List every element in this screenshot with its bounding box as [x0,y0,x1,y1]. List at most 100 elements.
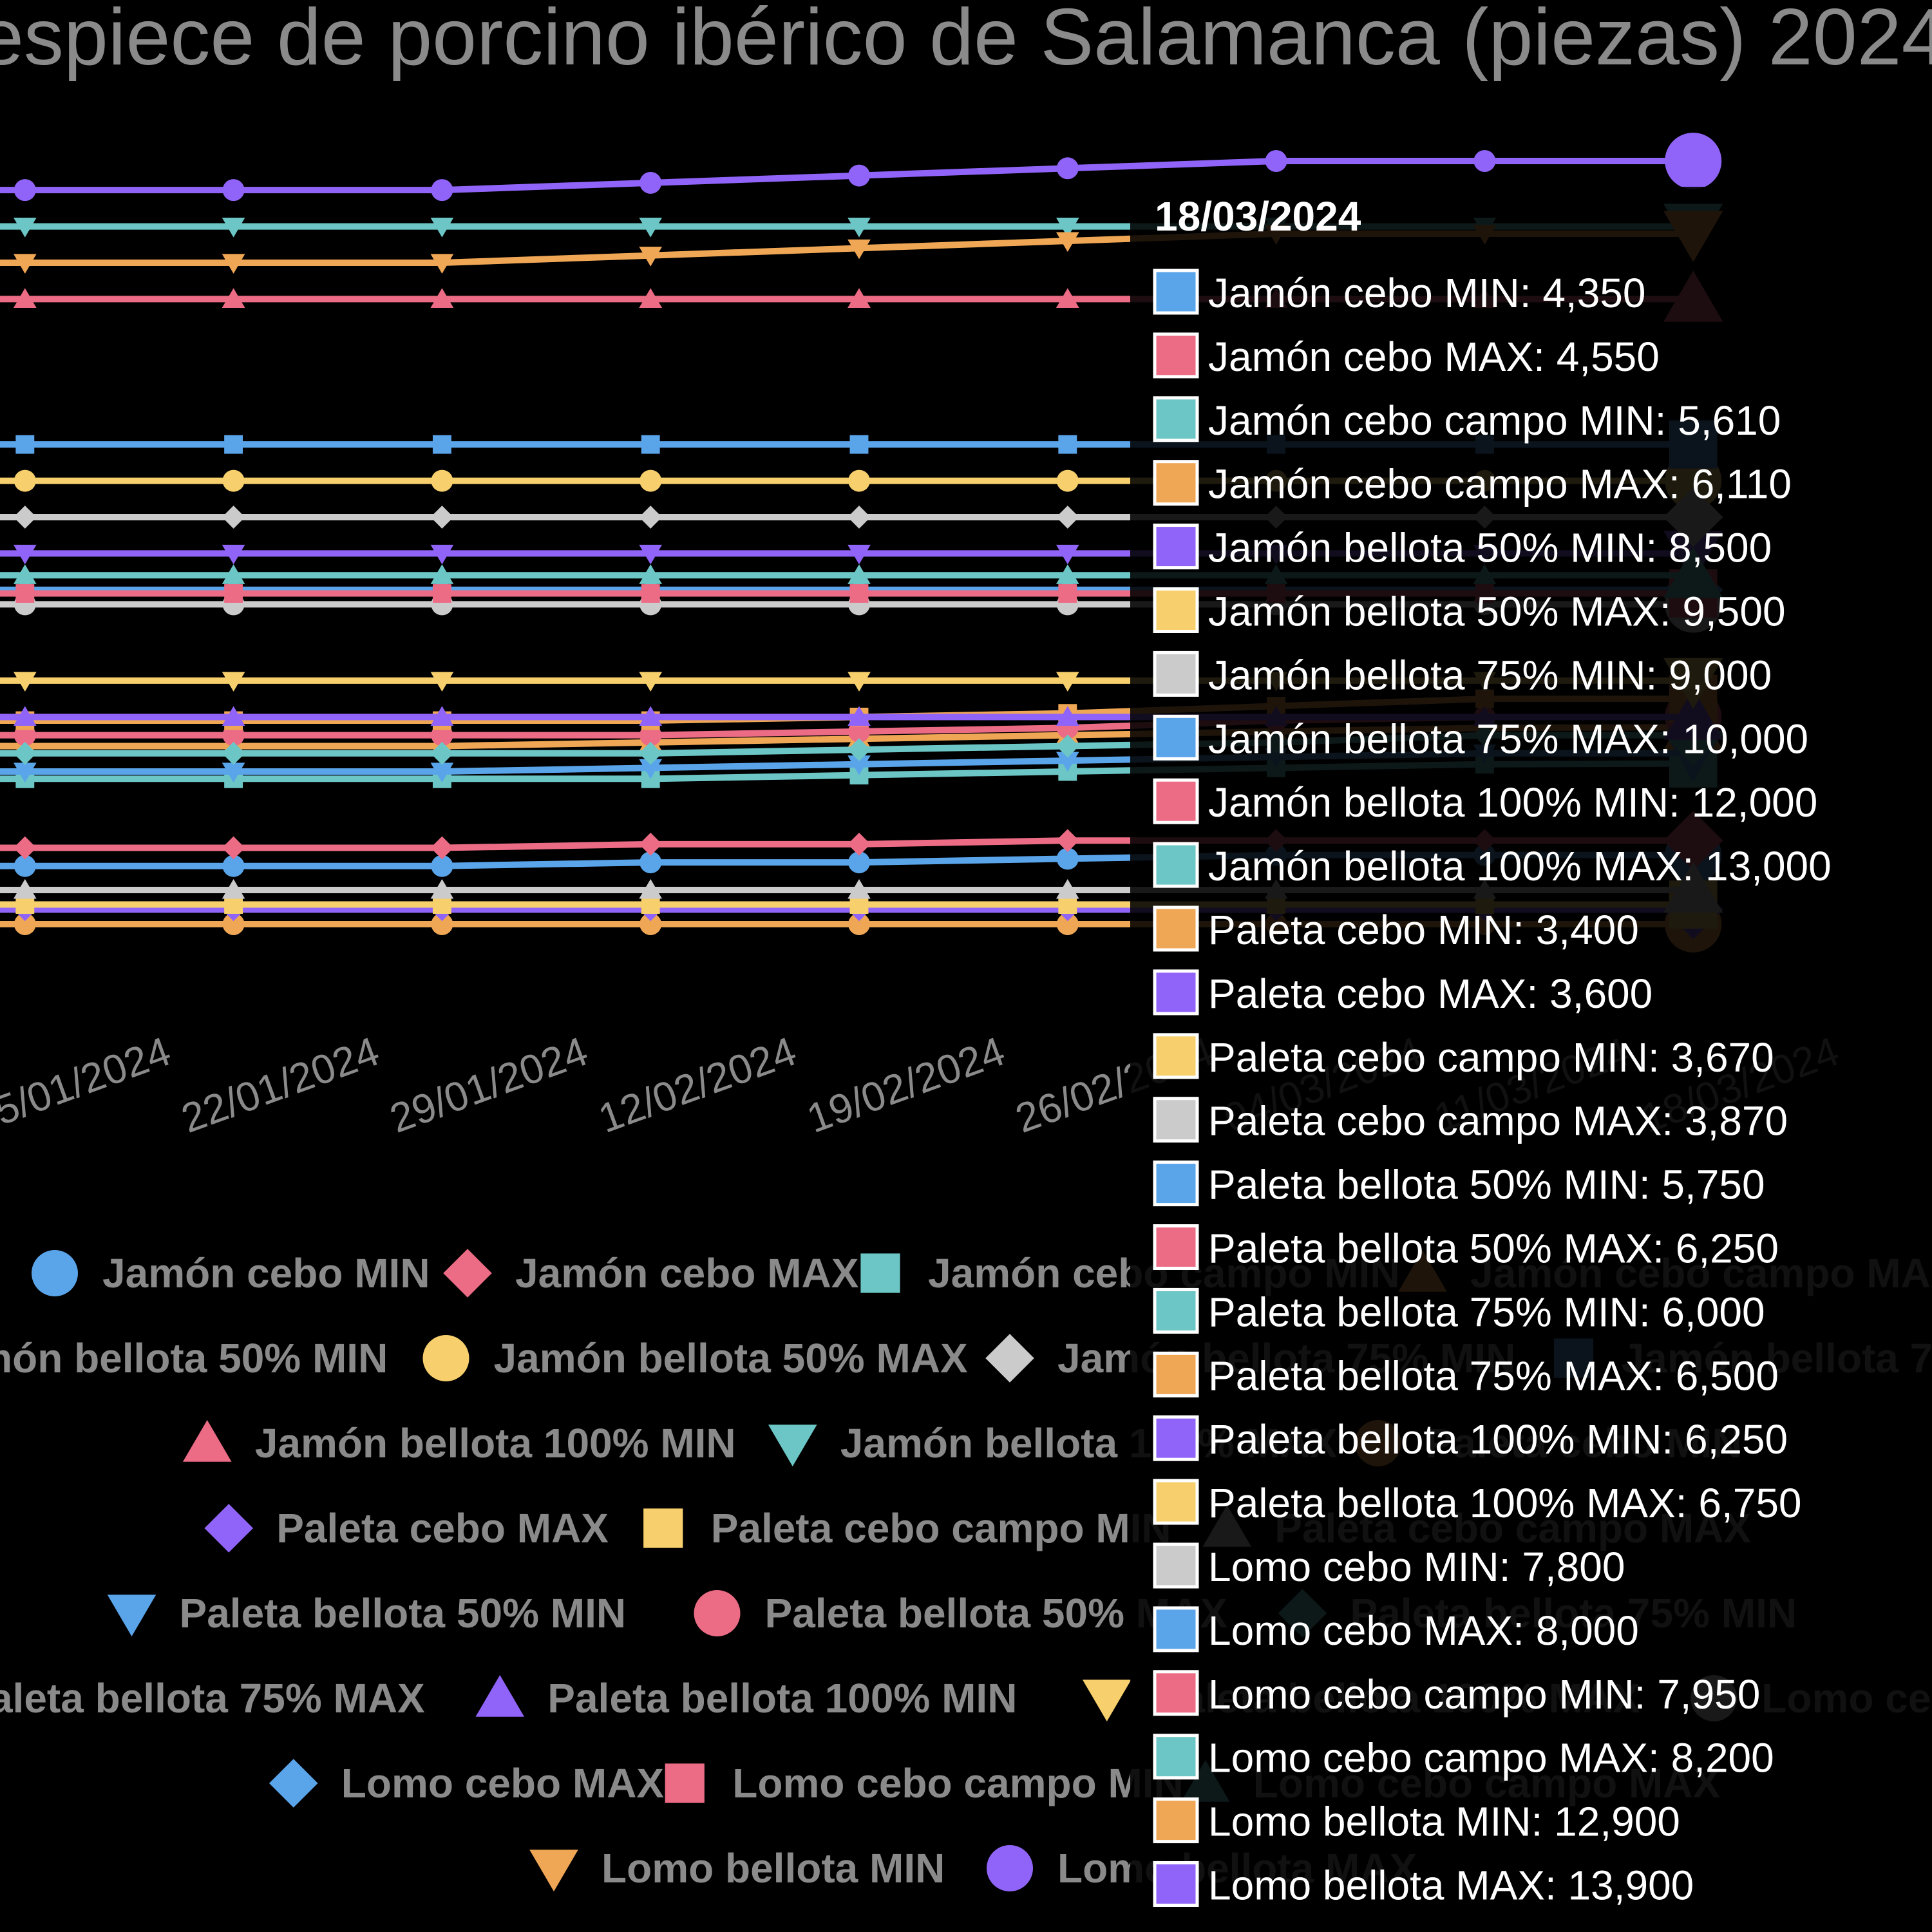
data-point [848,913,870,935]
data-point [641,584,660,603]
legend-item-paleta-cebo-max[interactable]: Paleta cebo MAX [204,1504,609,1553]
legend-item-jamon-bellota-100-min[interactable]: Jamón bellota 100% MIN [182,1420,736,1466]
data-point [430,288,454,308]
data-point [222,836,245,860]
data-point [1056,157,1079,180]
data-point [639,544,663,565]
data-point [14,179,36,202]
tooltip-swatch [1153,1479,1199,1525]
data-point [13,672,37,692]
tooltip-swatch [1153,332,1199,379]
legend-symbol [475,1675,525,1717]
data-point [430,741,454,765]
legend-item-paleta-cebo-campo-min[interactable]: Paleta cebo campo MIN [643,1505,1171,1551]
data-point [848,738,871,761]
data-point [1056,752,1079,772]
tooltip-swatch [1153,1797,1199,1844]
data-point [224,584,243,603]
legend-item-jamon-cebo-max[interactable]: Jamón cebo MAX [443,1249,859,1298]
tooltip-row: Jamón cebo MIN: 4,350 [1153,269,1645,316]
legend-item-paleta-bellota-100-min[interactable]: Paleta bellota 100% MIN [475,1675,1017,1721]
tooltip-swatch [1153,460,1199,506]
data-point [431,913,453,935]
data-point [14,913,36,935]
tooltip-entry: Jamón bellota 100% MIN: 12,000 [1208,779,1817,826]
legend-item-jamon-bellota-50-min[interactable]: Jamón bellota 50% MIN [0,1335,388,1381]
legend-item-lomo-bellota-min[interactable]: Lomo bellota MIN [529,1845,945,1891]
data-point [641,435,660,454]
legend-item-paleta-bellota-75-max[interactable]: Paleta bellota 75% MAX [0,1675,425,1721]
data-point [222,544,245,565]
data-point [430,564,454,584]
data-point [430,836,454,860]
tooltip-row: Jamón bellota 50% MIN: 8,500 [1153,524,1772,571]
data-point [639,247,663,267]
data-point [13,741,37,765]
tooltip-row: Jamón bellota 75% MIN: 9,000 [1153,650,1772,698]
data-point [848,672,871,692]
legend-symbol [987,1845,1033,1891]
tooltip-entry: Lomo cebo MAX: 8,000 [1208,1607,1639,1654]
data-point [1056,672,1079,692]
data-point [222,217,245,238]
data-point [222,706,245,726]
legend-symbol [665,1763,705,1803]
tooltip-swatch [1153,842,1199,888]
data-point [14,855,36,877]
tooltip-entry: Jamón cebo MAX: 4,550 [1208,334,1660,380]
x-tick-label: 19/02/2024 [801,1028,1011,1142]
tooltip-entry: Paleta cebo campo MIN: 3,670 [1208,1034,1774,1081]
legend-item-lomo-cebo-campo-min[interactable]: Lomo cebo campo MIN [665,1760,1184,1806]
tooltip-row: Lomo cebo campo MAX: 8,200 [1153,1734,1774,1781]
data-point [1056,878,1079,899]
legend-symbol [204,1504,254,1553]
data-point [222,855,245,877]
data-point [848,706,871,726]
tooltip-row: Jamón bellota 75% MAX: 10,000 [1153,714,1808,762]
data-point [13,762,37,782]
legend-item-paleta-bellota-50-min[interactable]: Paleta bellota 50% MIN [107,1590,626,1636]
legend-item-lomo-cebo-max[interactable]: Lomo cebo MAX [269,1759,664,1808]
legend-label: Paleta cebo MAX [276,1505,609,1551]
legend-item-jamon-cebo-min[interactable]: Jamón cebo MIN [32,1250,430,1296]
data-point [639,833,663,856]
tooltip-swatch [1153,524,1199,570]
data-point [848,506,871,529]
tooltip-swatch [1153,1033,1199,1079]
tooltip-swatch [1153,778,1199,824]
data-point [15,584,35,603]
x-tick-label: 22/01/2024 [175,1028,385,1142]
data-point [222,672,245,692]
legend-label: Paleta bellota 75% MAX [0,1675,425,1721]
tooltip-row: Paleta bellota 100% MAX: 6,750 [1153,1479,1802,1526]
legend-symbol [860,1253,900,1293]
legend-item-jamon-bellota-50-max[interactable]: Jamón bellota 50% MAX [422,1335,969,1381]
tooltip-swatch [1153,269,1199,315]
tooltip-entry: Paleta bellota 75% MAX: 6,500 [1208,1352,1779,1399]
tooltip-row: Paleta bellota 50% MAX: 6,250 [1153,1224,1779,1272]
legend-label: Jamón cebo MIN [102,1250,430,1296]
tooltip-swatch [1153,587,1199,633]
legend-symbol [1082,1680,1132,1721]
tooltip-entry: Jamón bellota 75% MIN: 9,000 [1208,652,1772,698]
tooltip-row: Paleta cebo MAX: 3,600 [1153,969,1653,1017]
legend-symbol [182,1420,232,1462]
legend-label: Jamón bellota 100% MIN [255,1420,736,1466]
tooltip-swatch [1153,1670,1199,1716]
tooltip-swatch [1153,1287,1199,1334]
data-point [430,506,454,529]
legend-label: Jamón cebo MAX [515,1250,859,1296]
tooltip-swatch [1153,1097,1199,1143]
tooltip-row: Jamón bellota 100% MAX: 13,000 [1153,842,1832,889]
data-point [848,878,871,899]
data-point [432,584,451,603]
tooltip-swatch [1153,1224,1199,1270]
tooltip-row: Paleta bellota 75% MIN: 6,000 [1153,1287,1765,1335]
data-point [224,435,243,454]
tooltip-swatch [1153,905,1199,952]
tooltip-row: Lomo cebo MAX: 8,000 [1153,1606,1639,1654]
x-tick-label: 29/01/2024 [384,1028,594,1142]
tooltip-entry: Paleta cebo MAX: 3,600 [1208,971,1653,1017]
tooltip-row: Lomo cebo MIN: 7,800 [1153,1542,1625,1590]
